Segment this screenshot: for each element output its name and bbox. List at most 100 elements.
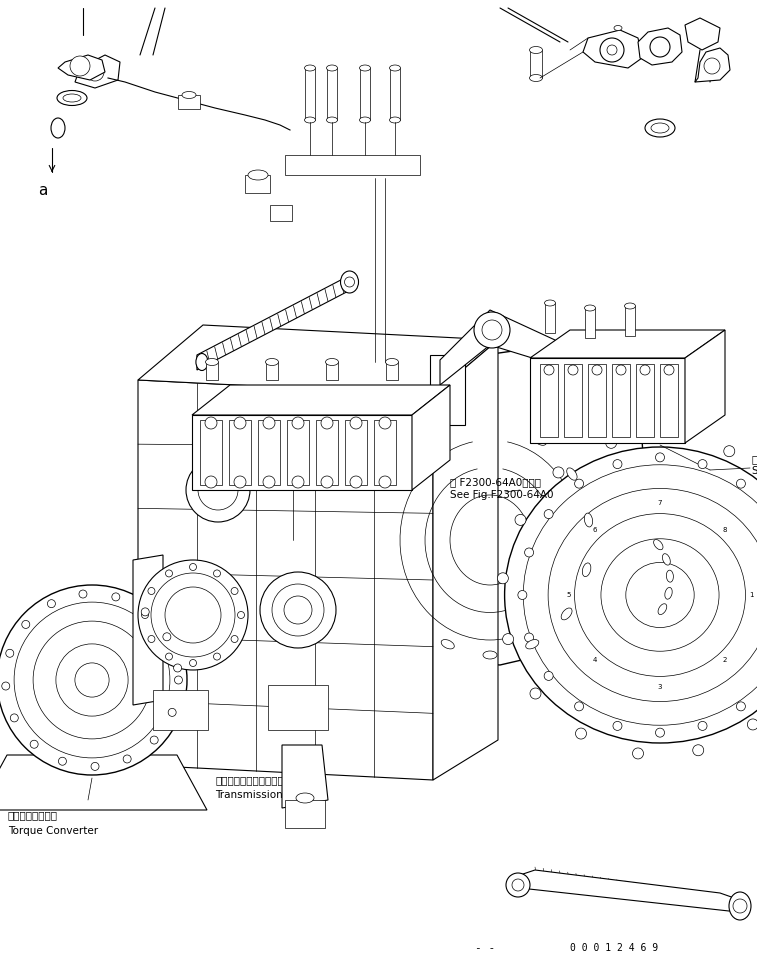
Bar — [229, 420, 251, 485]
Ellipse shape — [304, 65, 316, 71]
Bar — [327, 68, 337, 120]
Circle shape — [568, 365, 578, 375]
Polygon shape — [197, 273, 354, 370]
Circle shape — [189, 659, 197, 666]
Ellipse shape — [441, 639, 454, 649]
Bar — [530, 358, 685, 443]
Circle shape — [238, 611, 245, 619]
Ellipse shape — [483, 651, 497, 659]
Text: 第 F2300-64A0図参照: 第 F2300-64A0図参照 — [450, 477, 541, 487]
Ellipse shape — [523, 465, 757, 725]
Text: 2: 2 — [723, 657, 727, 663]
Text: Torque Converter: Torque Converter — [8, 826, 98, 836]
Circle shape — [600, 38, 624, 62]
Bar — [390, 68, 400, 120]
Circle shape — [650, 37, 670, 57]
Ellipse shape — [385, 359, 398, 366]
Ellipse shape — [51, 118, 65, 138]
Circle shape — [263, 417, 275, 429]
Circle shape — [664, 365, 674, 375]
Circle shape — [474, 312, 510, 348]
Ellipse shape — [326, 117, 338, 123]
Bar — [540, 364, 558, 437]
Circle shape — [321, 417, 333, 429]
Ellipse shape — [665, 587, 672, 600]
Text: 5: 5 — [566, 592, 571, 598]
Ellipse shape — [63, 94, 81, 102]
Circle shape — [506, 873, 530, 897]
Circle shape — [606, 437, 617, 449]
Bar — [612, 364, 630, 437]
Polygon shape — [412, 385, 450, 490]
Bar — [153, 690, 208, 730]
Text: See Fig.F2300-64A0: See Fig.F2300-64A0 — [450, 490, 553, 500]
Polygon shape — [75, 55, 120, 88]
Bar — [636, 364, 654, 437]
Circle shape — [205, 476, 217, 488]
Circle shape — [518, 591, 527, 600]
Text: 4: 4 — [593, 657, 597, 663]
Bar — [270, 205, 292, 221]
Ellipse shape — [182, 92, 196, 99]
Ellipse shape — [544, 300, 556, 306]
Circle shape — [6, 649, 14, 658]
Ellipse shape — [561, 608, 572, 620]
Bar — [192, 415, 412, 490]
Bar — [287, 420, 309, 485]
Polygon shape — [685, 18, 720, 50]
Circle shape — [33, 621, 151, 739]
Text: トルクコンバータ: トルクコンバータ — [8, 810, 58, 820]
Circle shape — [607, 45, 617, 55]
Circle shape — [350, 417, 362, 429]
Circle shape — [30, 741, 38, 748]
Ellipse shape — [658, 603, 667, 615]
Ellipse shape — [57, 91, 87, 105]
Circle shape — [724, 446, 735, 456]
Polygon shape — [138, 380, 433, 780]
Bar — [268, 685, 328, 730]
Bar — [430, 355, 465, 425]
Polygon shape — [282, 745, 328, 808]
Ellipse shape — [653, 540, 663, 550]
Circle shape — [698, 459, 707, 469]
Ellipse shape — [626, 563, 694, 628]
Polygon shape — [695, 48, 730, 82]
Circle shape — [737, 702, 746, 711]
Circle shape — [575, 728, 587, 739]
Bar — [545, 303, 555, 333]
Bar — [266, 362, 278, 380]
Circle shape — [2, 682, 10, 690]
Circle shape — [148, 635, 155, 642]
Circle shape — [544, 365, 554, 375]
Circle shape — [150, 736, 158, 744]
Text: トランスミッションケース: トランスミッションケース — [215, 775, 290, 785]
Circle shape — [665, 430, 677, 441]
Circle shape — [737, 479, 746, 488]
Ellipse shape — [625, 303, 635, 309]
Circle shape — [234, 476, 246, 488]
Circle shape — [166, 570, 173, 577]
Circle shape — [575, 479, 584, 488]
Circle shape — [205, 417, 217, 429]
Polygon shape — [530, 330, 725, 358]
Bar — [326, 362, 338, 380]
Ellipse shape — [326, 359, 338, 366]
Text: 3: 3 — [658, 684, 662, 689]
Circle shape — [321, 476, 333, 488]
Circle shape — [112, 593, 120, 601]
Circle shape — [86, 63, 104, 81]
Ellipse shape — [326, 65, 338, 71]
Ellipse shape — [529, 74, 543, 81]
Circle shape — [123, 755, 131, 763]
Circle shape — [530, 688, 541, 699]
Circle shape — [213, 653, 220, 660]
Polygon shape — [433, 340, 498, 780]
Bar — [660, 364, 678, 437]
Circle shape — [56, 644, 128, 717]
Bar — [345, 420, 367, 485]
Circle shape — [292, 476, 304, 488]
Text: Steering Case: Steering Case — [752, 466, 757, 476]
Polygon shape — [58, 55, 105, 80]
Circle shape — [515, 514, 526, 525]
Bar — [550, 348, 585, 418]
